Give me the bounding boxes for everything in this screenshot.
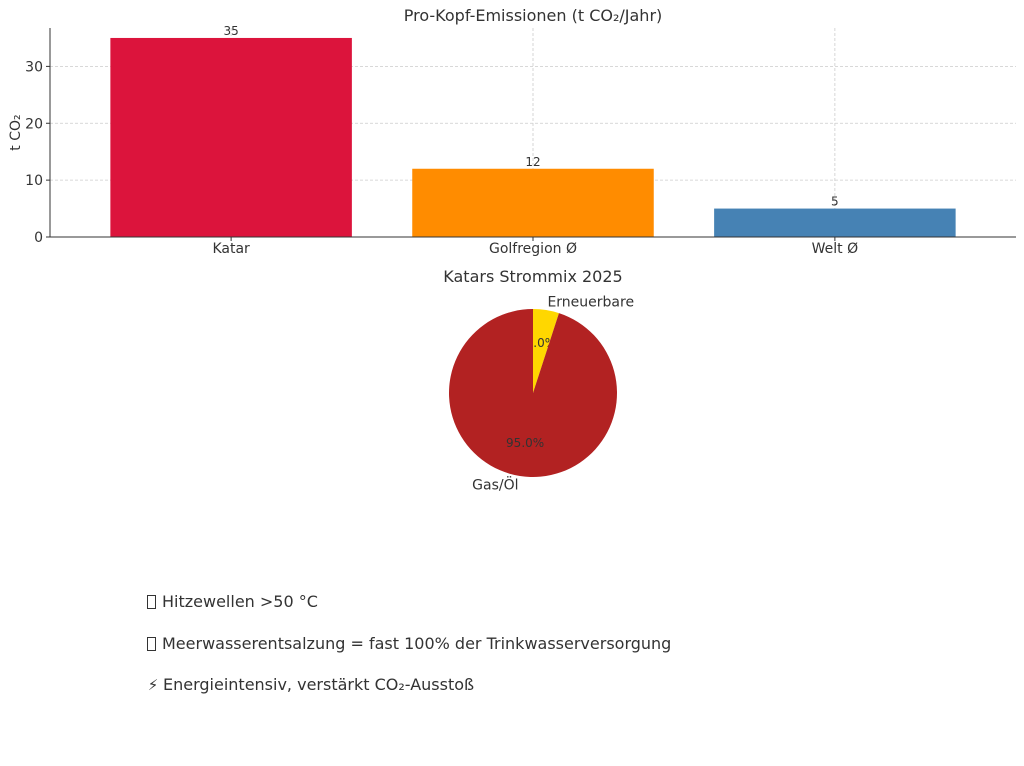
x-tick-label: Katar <box>212 241 250 257</box>
note-text: Energieintensiv, verstärkt CO₂-Ausstoß <box>163 675 475 694</box>
y-tick-label: 0 <box>34 230 43 246</box>
y-axis-label: t CO₂ <box>8 114 24 150</box>
pie-chart: Katars Strommix 20255.0%Erneuerbare95.0%… <box>443 267 634 493</box>
note-desalination: Meerwasserentsalzung = fast 100% der Tri… <box>147 634 671 654</box>
pie-slice-2 <box>448 309 617 477</box>
bar-1 <box>110 37 352 238</box>
bar-value-label: 12 <box>525 155 540 169</box>
pie-slice-label: Erneuerbare <box>547 295 634 311</box>
pie-slice-label: Gas/Öl <box>472 475 518 493</box>
pie-chart-title: Katars Strommix 2025 <box>443 267 622 286</box>
bar-chart-title: Pro-Kopf-Emissionen (t CO₂/Jahr) <box>404 6 663 25</box>
bar-3 <box>714 208 956 237</box>
pie-slice-1 <box>533 309 559 393</box>
x-tick-label: Golfregion Ø <box>489 241 577 257</box>
thermometer-icon <box>147 595 156 609</box>
x-tick-label: Welt Ø <box>812 241 858 257</box>
y-tick-label: 20 <box>25 116 43 132</box>
bar-2 <box>412 168 654 237</box>
notes-list: Hitzewellen >50 °C Meerwasserentsalzung … <box>147 592 671 717</box>
water-drop-icon <box>147 636 156 651</box>
y-tick-label: 10 <box>25 173 43 189</box>
note-energy: ⚡ Energieintensiv, verstärkt CO₂-Ausstoß <box>147 675 671 695</box>
pie-pct-label: 95.0% <box>506 436 544 450</box>
bar-value-label: 35 <box>223 24 238 38</box>
y-tick-label: 30 <box>25 59 43 75</box>
note-text: Hitzewellen >50 °C <box>162 592 318 611</box>
bar-chart: 35 12 5 0 10 20 30 Katar Golfregion Ø Welt Ø Pro-K… <box>8 6 1016 257</box>
lightning-icon: ⚡ <box>147 676 159 694</box>
bar-value-label: 5 <box>831 195 839 209</box>
note-heatwaves: Hitzewellen >50 °C <box>147 592 671 612</box>
note-text: Meerwasserentsalzung = fast 100% der Tri… <box>162 633 672 653</box>
